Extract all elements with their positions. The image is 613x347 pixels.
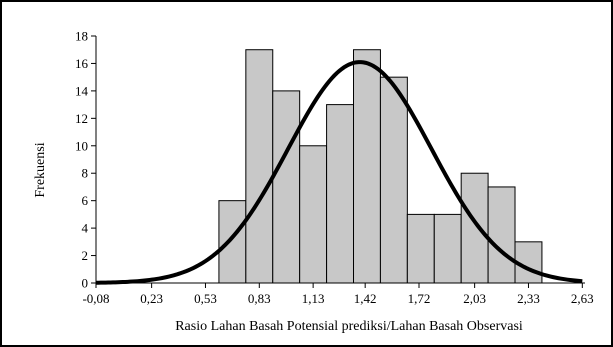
y-tick-label-1: 2 xyxy=(82,248,89,263)
histogram-bar-1 xyxy=(218,200,247,284)
histogram-bar-10 xyxy=(460,172,489,284)
histogram-bar-11 xyxy=(487,186,516,284)
x-tick-labels: -0,08 0,23 0,53 0,83 1,13 1,42 1,72 2,03 2,33 2,6… xyxy=(82,283,594,306)
y-tick-label-8: 16 xyxy=(75,56,89,71)
histogram-bar-4 xyxy=(299,145,328,284)
x-tick-label-4: 1,13 xyxy=(302,291,325,306)
axes-group xyxy=(95,36,585,284)
histogram-bar-7 xyxy=(379,76,408,284)
histogram-bar-3 xyxy=(272,90,301,284)
y-tick-labels: 0 2 4 6 8 10 12 14 16 18 xyxy=(75,29,96,291)
y-tick-label-0: 0 xyxy=(82,276,89,291)
x-tick-label-1: 0,23 xyxy=(140,291,163,306)
y-axis-title: Frekuensi xyxy=(33,142,48,197)
bars-group xyxy=(218,49,543,284)
x-tick-label-7: 2,03 xyxy=(463,291,486,306)
histogram-bar-2 xyxy=(245,49,274,284)
normal-curve xyxy=(95,60,583,285)
x-tick-label-5: 1,42 xyxy=(354,291,377,306)
y-tick-label-3: 6 xyxy=(82,193,89,208)
histogram-bar-9 xyxy=(433,213,462,284)
x-tick-label-6: 1,72 xyxy=(408,291,431,306)
x-tick-label-8: 2,33 xyxy=(517,291,540,306)
y-tick-label-5: 10 xyxy=(75,138,88,153)
histogram-bar-5 xyxy=(326,104,355,284)
y-tick-label-2: 4 xyxy=(82,221,89,236)
y-tick-label-9: 18 xyxy=(75,29,88,44)
y-tick-label-4: 8 xyxy=(82,166,89,181)
x-tick-label-9: 2,63 xyxy=(571,291,594,306)
y-tick-label-7: 14 xyxy=(75,83,89,98)
y-tick-label-6: 12 xyxy=(75,111,88,126)
x-axis-title: Rasio Lahan Basah Potensial prediksi/Lah… xyxy=(175,319,523,334)
histogram-bar-8 xyxy=(406,213,435,284)
x-tick-label-0: -0,08 xyxy=(82,291,109,306)
histogram-bar-6 xyxy=(353,49,381,284)
x-tick-label-3: 0,83 xyxy=(248,291,271,306)
x-tick-label-2: 0,53 xyxy=(194,291,217,306)
